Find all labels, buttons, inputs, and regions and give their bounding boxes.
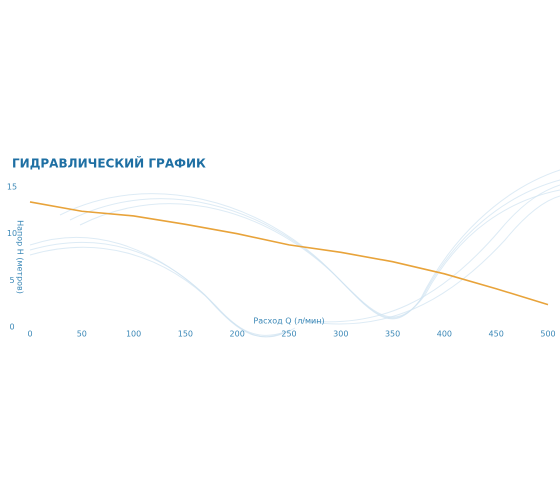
background-waves — [29, 169, 560, 338]
x-axis-label: Расход Q (л/мин) — [253, 317, 324, 326]
wave — [69, 179, 560, 319]
wave — [79, 189, 560, 318]
y-axis-label: Напор H (метров) — [16, 220, 25, 294]
x-tick-label: 500 — [540, 330, 555, 339]
y-tick-label: 0 — [9, 323, 14, 332]
wave — [29, 236, 286, 336]
y-tick-label: 15 — [7, 183, 17, 192]
wave — [299, 184, 560, 323]
data-line — [29, 201, 549, 306]
x-tick-label: 200 — [230, 330, 245, 339]
x-tick-label: 450 — [489, 330, 504, 339]
y-tick-label: 10 — [7, 229, 17, 238]
x-tick-label: 350 — [385, 330, 400, 339]
x-tick-label: 250 — [281, 330, 296, 339]
wave — [59, 169, 560, 320]
chart-title: ГИДРАВЛИЧЕСКИЙ ГРАФИК — [12, 156, 206, 171]
x-tick-label: 100 — [126, 330, 141, 339]
y-tick-label: 5 — [9, 276, 14, 285]
x-tick-label: 50 — [77, 330, 87, 339]
x-tick-label: 0 — [27, 330, 32, 339]
x-tick-label: 400 — [437, 330, 452, 339]
wave — [309, 195, 560, 325]
x-tick-label: 150 — [178, 330, 193, 339]
wave — [29, 241, 291, 338]
x-tick-label: 300 — [333, 330, 348, 339]
